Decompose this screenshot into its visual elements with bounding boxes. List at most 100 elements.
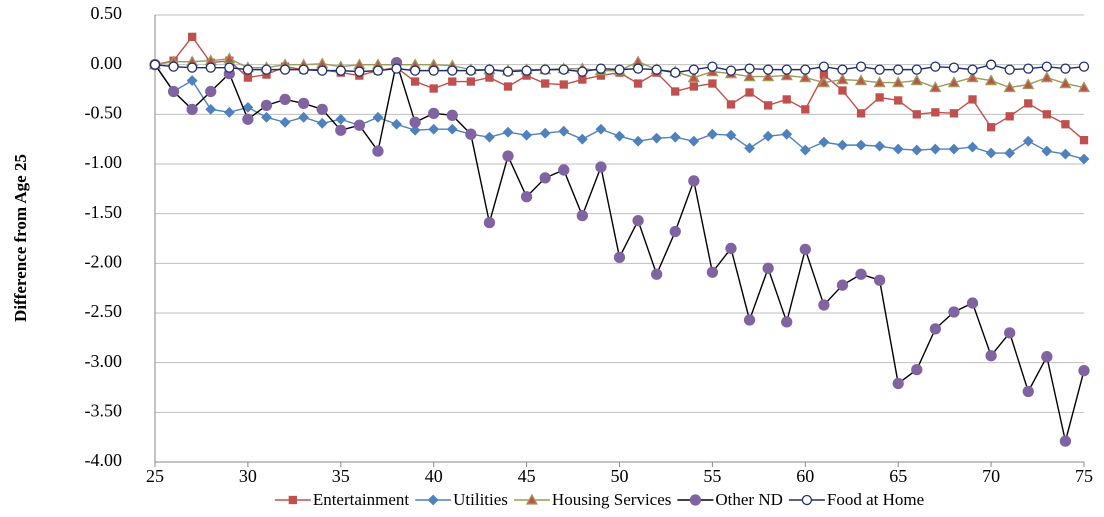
marker	[966, 297, 979, 309]
series	[149, 59, 1090, 165]
marker	[855, 61, 867, 72]
marker	[762, 64, 774, 75]
marker	[1022, 78, 1035, 90]
marker	[1078, 61, 1090, 72]
x-tick-label: 40	[425, 466, 443, 486]
marker	[316, 117, 328, 129]
marker	[633, 79, 643, 88]
x-tick-label: 55	[703, 466, 721, 486]
marker	[409, 124, 421, 136]
y-tick-label: -1.50	[85, 202, 123, 222]
marker	[799, 243, 811, 256]
series	[149, 57, 1090, 447]
marker	[205, 62, 216, 73]
marker	[410, 77, 420, 86]
marker	[799, 144, 811, 156]
marker	[243, 73, 253, 82]
marker	[818, 61, 830, 72]
marker	[1078, 364, 1090, 377]
marker	[854, 74, 868, 86]
marker	[781, 64, 792, 75]
marker	[911, 144, 923, 156]
marker	[1078, 153, 1090, 165]
marker	[967, 64, 978, 75]
series-line	[154, 64, 1085, 160]
marker	[837, 139, 848, 151]
marker	[929, 323, 942, 335]
marker	[1059, 77, 1072, 89]
marker	[316, 103, 328, 116]
x-tick-label: 75	[1075, 466, 1093, 486]
marker	[298, 64, 309, 75]
marker	[614, 64, 625, 75]
marker	[242, 101, 254, 113]
marker	[949, 109, 959, 118]
marker	[836, 279, 849, 291]
marker	[967, 141, 978, 153]
marker	[429, 84, 438, 93]
marker	[541, 79, 550, 88]
marker	[187, 62, 198, 73]
marker	[651, 268, 663, 280]
legend-item: Utilities	[415, 490, 508, 509]
marker	[669, 131, 681, 143]
marker	[801, 105, 810, 114]
marker	[1022, 385, 1034, 398]
marker	[485, 73, 494, 82]
marker	[465, 65, 477, 76]
marker	[726, 100, 736, 109]
y-tick-label: 0.00	[91, 53, 123, 73]
marker	[651, 64, 662, 75]
marker	[763, 101, 773, 110]
marker	[354, 66, 365, 77]
marker	[279, 64, 291, 75]
y-tick-label: -0.50	[85, 102, 123, 122]
marker	[428, 65, 439, 76]
x-tick-label: 60	[796, 466, 814, 486]
y-axis-label: Difference from Age 25	[11, 154, 30, 322]
marker	[279, 93, 291, 106]
marker	[856, 109, 866, 118]
marker	[892, 76, 905, 88]
marker	[576, 210, 588, 222]
marker	[539, 127, 551, 139]
x-tick-label: 50	[611, 466, 629, 486]
marker	[632, 135, 644, 147]
marker	[818, 299, 830, 311]
marker	[409, 65, 421, 76]
marker	[149, 59, 161, 70]
marker	[205, 103, 217, 115]
marker	[894, 96, 903, 105]
marker	[1079, 136, 1089, 145]
marker	[1059, 435, 1072, 447]
marker	[186, 75, 198, 86]
marker	[985, 59, 997, 70]
marker	[1060, 148, 1071, 160]
marker	[781, 316, 793, 328]
marker	[801, 494, 813, 506]
marker	[910, 74, 923, 86]
y-tick-label: -3.50	[85, 400, 123, 420]
x-tick-label: 70	[982, 466, 1000, 486]
marker	[875, 93, 884, 102]
marker	[448, 77, 457, 86]
marker	[1041, 145, 1053, 157]
marker	[613, 251, 626, 264]
marker	[1077, 81, 1091, 93]
x-tick-label: 65	[889, 466, 907, 486]
marker	[335, 124, 347, 136]
marker	[1061, 120, 1070, 129]
marker	[317, 65, 328, 76]
marker	[966, 71, 979, 83]
marker	[947, 76, 961, 88]
marker	[948, 143, 960, 155]
marker	[205, 85, 217, 98]
marker	[688, 175, 700, 187]
marker	[799, 71, 812, 83]
marker	[725, 65, 737, 76]
marker	[1040, 71, 1053, 83]
marker	[725, 242, 737, 255]
marker	[520, 191, 533, 203]
marker	[335, 65, 346, 76]
marker	[892, 143, 904, 155]
